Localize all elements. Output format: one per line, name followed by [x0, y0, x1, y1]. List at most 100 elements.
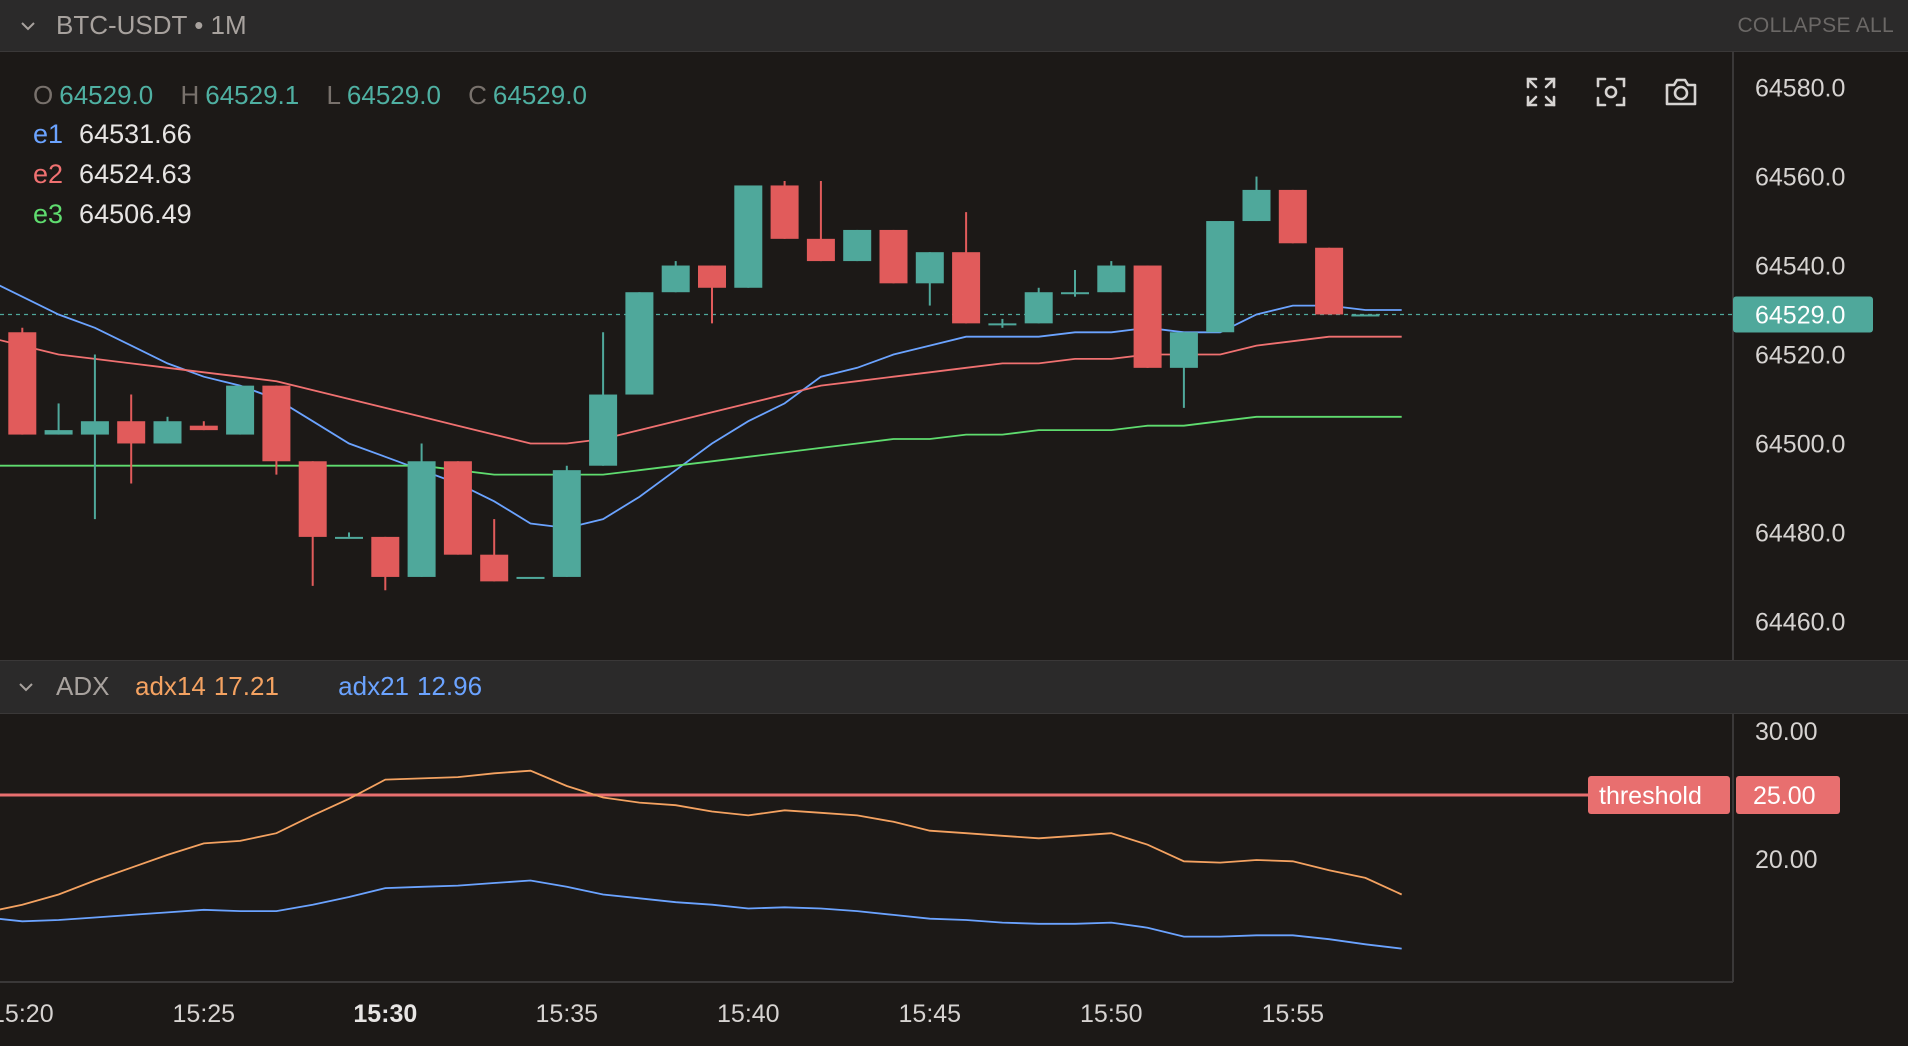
adx21-name: adx21 — [338, 671, 409, 701]
candle-body — [153, 421, 182, 444]
candle-body — [952, 252, 981, 324]
symbol-title: BTC-USDT • 1M — [56, 10, 247, 40]
candle-body — [661, 265, 690, 293]
candle-body — [407, 461, 436, 577]
high-value: 64529.1 — [205, 80, 300, 110]
candles-group — [8, 176, 1380, 591]
ema-name: e2 — [33, 159, 64, 189]
candle-body — [371, 536, 400, 577]
high-label: H — [180, 80, 200, 110]
chevron-down-icon[interactable] — [18, 679, 34, 695]
threshold-label: threshold — [1599, 782, 1702, 810]
candle-body — [915, 252, 944, 284]
candle-body — [589, 394, 618, 466]
candle-body — [480, 554, 509, 582]
candle-body — [443, 461, 472, 555]
low-label: L — [326, 80, 341, 110]
adx-tick-label: 20.00 — [1755, 846, 1818, 874]
candle-body — [1024, 292, 1053, 324]
candle-body — [1278, 189, 1307, 244]
candle-body — [1351, 314, 1380, 317]
candle-body — [625, 292, 654, 395]
candle-body — [1097, 265, 1126, 293]
candle-body — [80, 421, 109, 435]
time-tick-label: 15:55 — [1262, 1000, 1325, 1028]
candle-body — [1133, 265, 1162, 368]
adx-legend: adx14 17.21 adx21 12.96 — [135, 671, 534, 701]
candle-body — [806, 238, 835, 262]
candle-body — [770, 185, 799, 239]
collapse-all-button[interactable]: COLLAPSE ALL — [1737, 14, 1894, 37]
adx14-value: 17.21 — [213, 671, 279, 701]
focus-screenshot-icon[interactable] — [1594, 75, 1628, 109]
ema-legend-e3: e3 64506.49 — [33, 198, 192, 230]
candle-body — [843, 229, 872, 262]
close-value: 64529.0 — [492, 80, 587, 110]
price-tick-label: 64580.0 — [1755, 75, 1845, 103]
price-tick-label: 64460.0 — [1755, 608, 1845, 636]
candle-body — [734, 185, 763, 288]
ema-value: 64506.49 — [79, 199, 192, 229]
candle-body — [1242, 189, 1271, 222]
candle-body — [44, 430, 73, 435]
open-label: O — [33, 80, 54, 110]
fullscreen-icon[interactable] — [1524, 75, 1558, 109]
threshold-tag — [1588, 775, 1730, 814]
close-label: C — [468, 80, 487, 110]
threshold-value-tag — [1736, 775, 1840, 814]
ema-line-e1 — [0, 284, 1402, 529]
low-value: 64529.0 — [346, 80, 441, 110]
time-tick-label: 15:35 — [536, 1000, 599, 1028]
time-tick-label: 15:30 — [353, 1000, 417, 1028]
adx-line-adx14 — [0, 769, 1403, 911]
candle-body — [189, 425, 218, 431]
candle-body — [262, 385, 291, 462]
ema-value: 64524.63 — [79, 159, 192, 189]
candle-body — [1315, 247, 1344, 315]
candle-body — [117, 421, 146, 444]
ema-legend-e2: e2 64524.63 — [33, 158, 192, 190]
current-price-tag — [1733, 296, 1873, 333]
price-tick-label: 64500.0 — [1755, 430, 1845, 458]
adx21-value: 12.96 — [417, 671, 483, 701]
open-value: 64529.0 — [59, 80, 154, 110]
candle-body — [552, 470, 581, 577]
candle-body — [879, 229, 908, 284]
ohlc-legend: O 64529.0 H 64529.1 L 64529.0 C 64529.0 — [33, 80, 607, 110]
candle-body — [335, 536, 363, 539]
time-tick-label: 15:20 — [0, 1000, 54, 1028]
chevron-down-icon[interactable] — [20, 18, 36, 34]
ema-legend-e1: e1 64531.66 — [33, 118, 192, 150]
adx14-legend: adx14 17.21 — [135, 671, 305, 701]
time-tick-label: 15:45 — [899, 1000, 962, 1028]
price-tick-label: 64480.0 — [1755, 519, 1845, 547]
ema-name: e3 — [33, 199, 64, 229]
candle-body — [1206, 221, 1235, 333]
adx-tick-label: 30.00 — [1755, 718, 1818, 746]
adx-panel-header: ADX adx14 17.21 adx21 12.96 — [0, 660, 1908, 714]
candle-body — [988, 323, 1017, 326]
chart-header: BTC-USDT • 1M COLLAPSE ALL — [0, 0, 1908, 52]
candle-body — [1061, 292, 1089, 295]
candle-body — [8, 332, 37, 435]
price-tick-label: 64520.0 — [1755, 342, 1845, 370]
time-tick-label: 15:50 — [1080, 1000, 1143, 1028]
ema-line-e3 — [0, 415, 1402, 476]
time-tick-label: 15:25 — [173, 1000, 236, 1028]
candle-body — [226, 385, 255, 435]
price-tick-label: 64540.0 — [1755, 253, 1845, 281]
adx-line-adx21 — [0, 879, 1402, 950]
threshold-value-label: 25.00 — [1753, 782, 1816, 810]
ema-name: e1 — [33, 119, 64, 149]
adx-title: ADX — [56, 671, 110, 701]
price-tick-label: 64560.0 — [1755, 164, 1845, 192]
adx21-legend: adx21 12.96 — [338, 671, 508, 701]
ema-line-e2 — [0, 335, 1402, 445]
time-tick-label: 15:40 — [717, 1000, 780, 1028]
candle-body — [1169, 332, 1198, 368]
candle-body — [516, 576, 545, 579]
camera-icon[interactable] — [1664, 75, 1698, 109]
ema-value: 64531.66 — [79, 119, 192, 149]
